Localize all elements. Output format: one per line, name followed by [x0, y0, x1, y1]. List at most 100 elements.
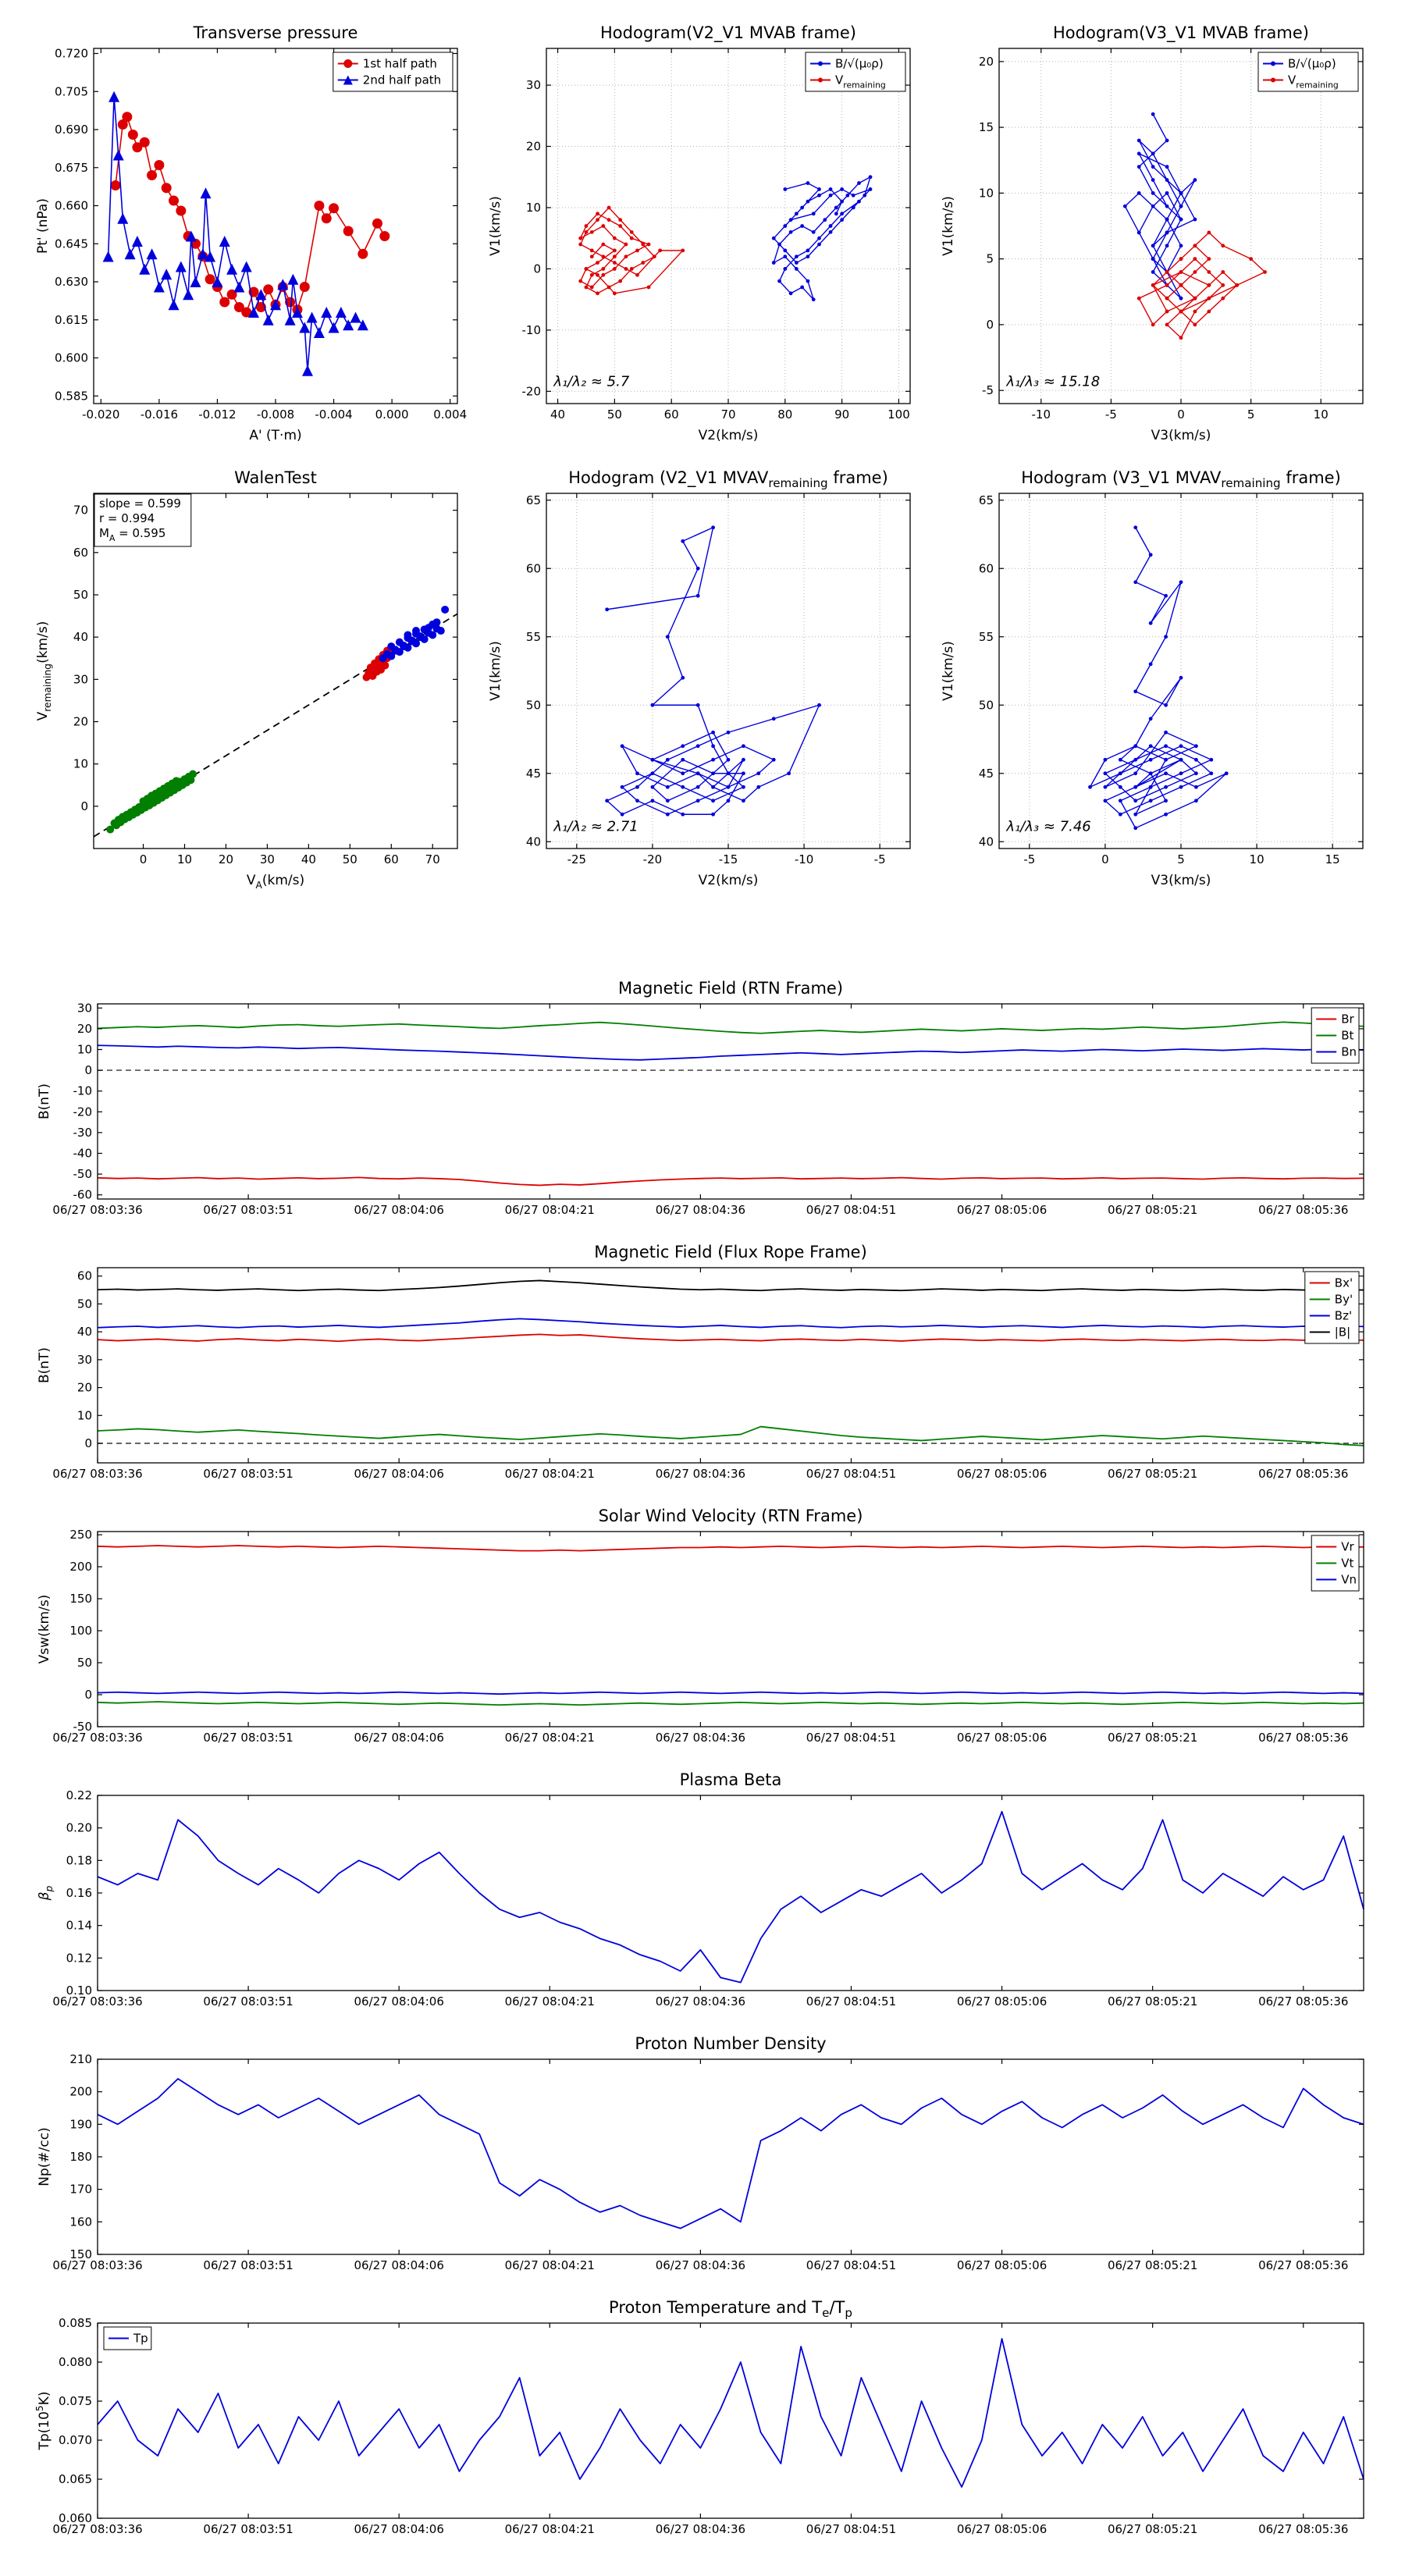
panel-magnetic-field-flux-rope: 06/27 08:03:36 06/27 08:03:51 06/27 08:04:…	[31, 1240, 1378, 1489]
svg-text:06/27 08:04:21: 06/27 08:04:21	[505, 1203, 595, 1217]
svg-text:Vremaining: Vremaining	[1288, 73, 1339, 91]
svg-text:06/27 08:03:36: 06/27 08:03:36	[52, 2522, 142, 2536]
svg-text:-0.008: -0.008	[257, 407, 294, 422]
svg-text:0.080: 0.080	[59, 2355, 92, 2369]
svg-text:Vremaining: Vremaining	[835, 73, 886, 91]
svg-text:-5: -5	[1023, 852, 1035, 866]
svg-text:0.690: 0.690	[55, 123, 88, 137]
svg-text:Magnetic Field (Flux Rope Fram: Magnetic Field (Flux Rope Frame)	[594, 1243, 867, 1261]
svg-text:15: 15	[979, 120, 994, 134]
panel-proton-density: 06/27 08:03:36 06/27 08:03:51 06/27 08:04:…	[31, 2031, 1378, 2281]
plot-transverse-pressure: -0.020 -0.016 -0.012 -0.008 -0.004 0.000 0.004…	[31, 16, 468, 449]
svg-text:λ₁/λ₃ ≈ 7.46: λ₁/λ₃ ≈ 7.46	[1005, 818, 1090, 834]
panel-solar-wind-velocity: 06/27 08:03:36 06/27 08:03:51 06/27 08:04:…	[31, 1503, 1378, 1753]
svg-text:B/√(μ₀ρ): B/√(μ₀ρ)	[1288, 57, 1336, 71]
svg-text:250: 250	[69, 1528, 92, 1542]
svg-text:λ₁/λ₃ ≈ 15.18: λ₁/λ₃ ≈ 15.18	[1005, 373, 1100, 390]
svg-text:210: 210	[69, 2052, 92, 2066]
svg-text:0.20: 0.20	[66, 1821, 92, 1835]
svg-text:06/27 08:04:06: 06/27 08:04:06	[354, 2258, 444, 2272]
svg-text:Vsw(km/s): Vsw(km/s)	[37, 1595, 52, 1664]
panel-magnetic-field-rtn: 06/27 08:03:36 06/27 08:03:51 06/27 08:04:…	[31, 976, 1378, 1226]
svg-text:-40: -40	[73, 1146, 93, 1160]
svg-text:50: 50	[77, 1656, 92, 1670]
svg-text:5: 5	[1247, 407, 1255, 422]
svg-text:45: 45	[526, 767, 541, 781]
plot-hodogram-v3v1-mvab: -10 -5 0 5 10 -5 0 5 10 15 20 Hodogram(V3_V1 MVAB f…	[937, 16, 1374, 449]
svg-text:06/27 08:05:06: 06/27 08:05:06	[957, 1203, 1047, 1217]
svg-text:06/27 08:05:21: 06/27 08:05:21	[1108, 2522, 1197, 2536]
svg-text:Proton Temperature and Te/Tp: Proton Temperature and Te/Tp	[609, 2298, 852, 2320]
svg-text:100: 100	[887, 407, 910, 422]
svg-text:0.060: 0.060	[59, 2511, 92, 2525]
svg-text:100: 100	[69, 1624, 92, 1638]
svg-text:70: 70	[73, 503, 88, 518]
svg-text:30: 30	[77, 1001, 92, 1015]
plot-walen-test: 0 10 20 30 40 50 60 70 0 10 20 30 40 50 60 70 WalenTest V…	[31, 461, 468, 894]
svg-text:V1(km/s): V1(km/s)	[941, 641, 956, 701]
svg-text:15: 15	[1325, 852, 1340, 866]
svg-text:-20: -20	[522, 384, 542, 398]
svg-text:06/27 08:05:21: 06/27 08:05:21	[1108, 1731, 1197, 1745]
svg-text:20: 20	[526, 140, 541, 154]
svg-text:0.18: 0.18	[66, 1853, 92, 1867]
svg-text:-0.004: -0.004	[315, 407, 352, 422]
svg-text:0.12: 0.12	[66, 1951, 92, 1965]
svg-text:|B|: |B|	[1335, 1325, 1350, 1340]
svg-text:06/27 08:03:51: 06/27 08:03:51	[203, 2258, 293, 2272]
svg-text:70: 70	[425, 852, 440, 866]
svg-text:06/27 08:05:36: 06/27 08:05:36	[1258, 1203, 1348, 1217]
svg-text:200: 200	[69, 1560, 92, 1574]
svg-text:0: 0	[84, 1063, 92, 1077]
svg-text:06/27 08:04:51: 06/27 08:04:51	[806, 1731, 896, 1745]
svg-text:0: 0	[1177, 407, 1185, 422]
svg-text:Vremaining(km/s): Vremaining(km/s)	[35, 621, 53, 721]
svg-text:50: 50	[526, 698, 541, 712]
svg-text:-10: -10	[1032, 407, 1051, 422]
svg-text:20: 20	[979, 55, 994, 69]
svg-text:Vn: Vn	[1341, 1573, 1357, 1587]
svg-text:10: 10	[979, 186, 994, 200]
svg-text:170: 170	[69, 2183, 92, 2197]
svg-text:0.675: 0.675	[55, 161, 88, 175]
svg-text:Bx': Bx'	[1335, 1276, 1353, 1290]
svg-text:06/27 08:04:51: 06/27 08:04:51	[806, 2522, 896, 2536]
svg-text:06/27 08:04:06: 06/27 08:04:06	[354, 1467, 444, 1481]
svg-text:60: 60	[384, 852, 399, 866]
svg-text:2nd half path: 2nd half path	[363, 73, 441, 87]
svg-text:VA(km/s): VA(km/s)	[247, 873, 304, 891]
svg-text:-5: -5	[874, 852, 886, 866]
svg-text:-5: -5	[1105, 407, 1117, 422]
svg-text:0.16: 0.16	[66, 1886, 92, 1900]
svg-text:Np(#/cc): Np(#/cc)	[37, 2127, 52, 2186]
svg-text:06/27 08:05:06: 06/27 08:05:06	[957, 1731, 1047, 1745]
svg-text:0.585: 0.585	[55, 389, 88, 403]
svg-text:slope = 0.599: slope = 0.599	[99, 496, 181, 511]
svg-text:06/27 08:04:36: 06/27 08:04:36	[656, 2522, 745, 2536]
svg-text:60: 60	[979, 561, 994, 575]
svg-text:-0.016: -0.016	[140, 407, 178, 422]
svg-text:80: 80	[777, 407, 792, 422]
svg-text:20: 20	[73, 715, 88, 729]
svg-text:06/27 08:04:51: 06/27 08:04:51	[806, 1994, 896, 2008]
svg-text:MA = 0.595: MA = 0.595	[99, 526, 165, 543]
svg-text:06/27 08:05:36: 06/27 08:05:36	[1258, 2258, 1348, 2272]
svg-text:50: 50	[979, 698, 994, 712]
svg-text:0.720: 0.720	[55, 47, 88, 61]
svg-text:150: 150	[69, 1592, 92, 1606]
svg-text:Proton Number Density: Proton Number Density	[635, 2034, 826, 2053]
panel-proton-temperature: 06/27 08:03:36 06/27 08:03:51 06/27 08:04:…	[31, 2295, 1378, 2545]
svg-text:30: 30	[77, 1353, 92, 1367]
svg-text:40: 40	[77, 1325, 92, 1339]
svg-text:10: 10	[177, 852, 192, 866]
svg-text:0.705: 0.705	[55, 84, 88, 98]
svg-text:-0.020: -0.020	[82, 407, 119, 422]
svg-text:06/27 08:05:36: 06/27 08:05:36	[1258, 1731, 1348, 1745]
svg-text:0.000: 0.000	[375, 407, 409, 422]
svg-text:06/27 08:04:21: 06/27 08:04:21	[505, 1467, 595, 1481]
svg-text:50: 50	[343, 852, 357, 866]
svg-text:0: 0	[533, 262, 541, 276]
svg-text:10: 10	[73, 757, 88, 771]
svg-text:0.14: 0.14	[66, 1919, 92, 1933]
